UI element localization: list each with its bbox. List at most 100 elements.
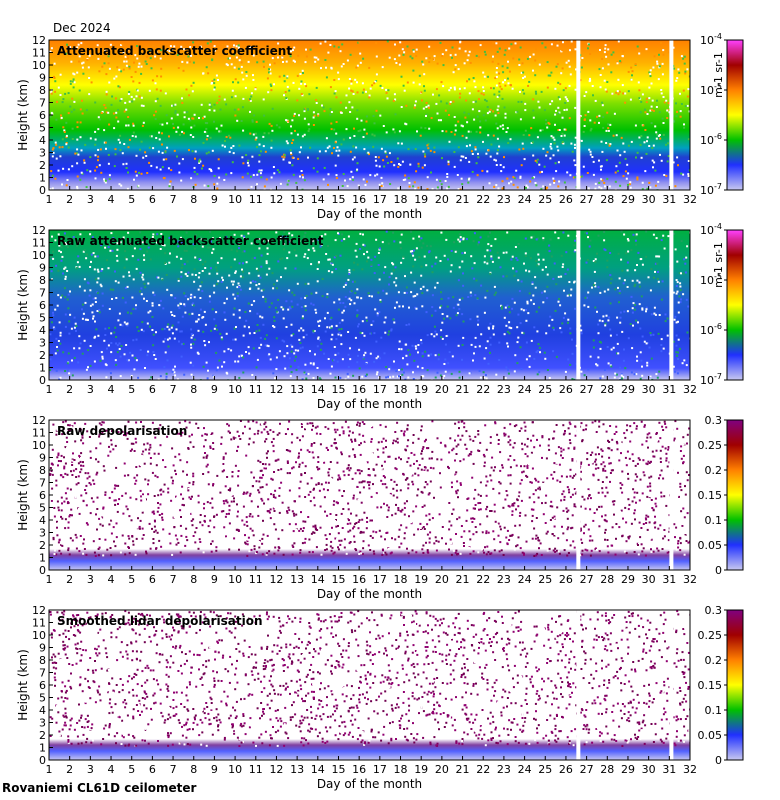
y-tick-label: 11 — [32, 427, 46, 440]
y-tick-label: 6 — [39, 109, 46, 122]
x-tick-label: 23 — [497, 573, 511, 586]
y-tick-label: 6 — [39, 679, 46, 692]
y-tick-label: 5 — [39, 312, 46, 325]
colorbar-tick-label: 10-5 — [700, 82, 722, 97]
x-tick-label: 26 — [559, 573, 573, 586]
x-tick-label: 30 — [642, 573, 656, 586]
panel-3: 1 2 3 4 5 6 7 8 9 10 11 12 13 14 15 16 17 18 19 20 21 22 23 24 2… — [16, 414, 744, 601]
x-tick-label: 30 — [642, 193, 656, 206]
x-tick-label: 32 — [683, 763, 697, 776]
y-tick-label: 7 — [39, 97, 46, 110]
colorbar: 10-7 10-6 10-5 10-4 m-1 sr-1 — [700, 32, 744, 197]
x-tick-label: 5 — [128, 193, 135, 206]
x-tick-label: 15 — [331, 383, 345, 396]
x-tick-label: 27 — [580, 573, 594, 586]
x-tick-label: 2 — [66, 193, 73, 206]
x-tick-label: 18 — [394, 383, 408, 396]
y-tick-label: 11 — [32, 617, 46, 630]
y-tick-label: 12 — [32, 34, 46, 47]
y-tick-label: 2 — [39, 539, 46, 552]
y-tick-label: 7 — [39, 287, 46, 300]
x-tick-label: 28 — [600, 573, 614, 586]
colorbar-tick-label: 0.15 — [698, 489, 723, 502]
panel-title: Raw depolarisation — [57, 424, 187, 438]
x-tick-label: 8 — [190, 763, 197, 776]
y-tick-label: 4 — [39, 514, 46, 527]
colorbar-tick-label: 0.1 — [705, 704, 723, 717]
x-tick-label: 1 — [46, 763, 53, 776]
x-tick-label: 6 — [149, 573, 156, 586]
y-tick-label: 1 — [39, 172, 46, 185]
y-tick-label: 1 — [39, 742, 46, 755]
colorbar-tick-label: 0.3 — [705, 604, 723, 617]
x-tick-label: 21 — [456, 573, 470, 586]
x-tick-label: 29 — [621, 383, 635, 396]
x-tick-label: 14 — [311, 193, 325, 206]
x-tick-label: 10 — [228, 763, 242, 776]
data-gap — [669, 230, 674, 380]
x-tick-label: 32 — [683, 383, 697, 396]
y-tick-label: 5 — [39, 122, 46, 135]
y-tick-label: 10 — [32, 629, 46, 642]
x-tick-label: 14 — [311, 763, 325, 776]
x-tick-label: 5 — [128, 763, 135, 776]
x-tick-label: 3 — [87, 763, 94, 776]
x-tick-label: 17 — [373, 573, 387, 586]
colorbar-tick-label: 10-5 — [700, 272, 722, 287]
y-tick-label: 4 — [39, 704, 46, 717]
x-tick-label: 8 — [190, 573, 197, 586]
heatmap-field — [49, 230, 690, 380]
x-tick-label: 9 — [211, 383, 218, 396]
data-gap — [669, 40, 674, 190]
x-tick-label: 13 — [290, 573, 304, 586]
y-tick-label: 4 — [39, 324, 46, 337]
y-tick-label: 1 — [39, 552, 46, 565]
x-tick-label: 17 — [373, 763, 387, 776]
y-tick-label: 0 — [39, 754, 46, 767]
x-tick-label: 15 — [331, 573, 345, 586]
y-tick-label: 8 — [39, 464, 46, 477]
x-tick-label: 16 — [352, 383, 366, 396]
x-tick-label: 13 — [290, 763, 304, 776]
x-tick-label: 28 — [600, 383, 614, 396]
x-tick-label: 13 — [290, 383, 304, 396]
y-tick-label: 2 — [39, 729, 46, 742]
y-tick-label: 5 — [39, 502, 46, 515]
x-tick-label: 7 — [170, 193, 177, 206]
x-tick-label: 19 — [414, 383, 428, 396]
month-label: Dec 2024 — [53, 21, 111, 35]
x-tick-label: 32 — [683, 193, 697, 206]
x-tick-label: 22 — [476, 383, 490, 396]
panel-title: Attenuated backscatter coefficient — [57, 44, 292, 58]
heatmap-speckle — [49, 610, 690, 747]
x-tick-label: 12 — [269, 763, 283, 776]
x-tick-label: 9 — [211, 763, 218, 776]
heatmap-field — [49, 610, 690, 760]
colorbar-units: m-1 sr-1 — [712, 242, 725, 288]
data-gap — [669, 610, 674, 760]
x-tick-label: 1 — [46, 383, 53, 396]
x-tick-label: 18 — [394, 763, 408, 776]
colorbar: 0 0.05 0.1 0.15 0.2 0.25 0.3 — [698, 414, 744, 577]
y-tick-label: 12 — [32, 224, 46, 237]
x-tick-label: 4 — [108, 383, 115, 396]
x-tick-label: 12 — [269, 573, 283, 586]
x-tick-label: 30 — [642, 763, 656, 776]
x-tick-label: 10 — [228, 383, 242, 396]
panel-4: 1 2 3 4 5 6 7 8 9 10 11 12 13 14 15 16 17 18 19 20 21 22 23 24 2… — [16, 604, 744, 791]
x-tick-label: 6 — [149, 383, 156, 396]
colorbar: 0 0.05 0.1 0.15 0.2 0.25 0.3 — [698, 604, 744, 767]
x-tick-label: 24 — [518, 573, 532, 586]
x-tick-label: 18 — [394, 573, 408, 586]
y-axis-label: Height (km) — [16, 459, 30, 530]
x-tick-label: 30 — [642, 383, 656, 396]
colorbar-tick-label: 10-7 — [700, 182, 722, 197]
colorbar-tick-label: 0.2 — [705, 654, 723, 667]
x-tick-label: 3 — [87, 573, 94, 586]
x-tick-label: 21 — [456, 193, 470, 206]
y-tick-label: 6 — [39, 489, 46, 502]
x-tick-label: 2 — [66, 573, 73, 586]
x-tick-label: 31 — [662, 763, 676, 776]
x-tick-label: 25 — [538, 193, 552, 206]
data-gap — [576, 40, 581, 190]
